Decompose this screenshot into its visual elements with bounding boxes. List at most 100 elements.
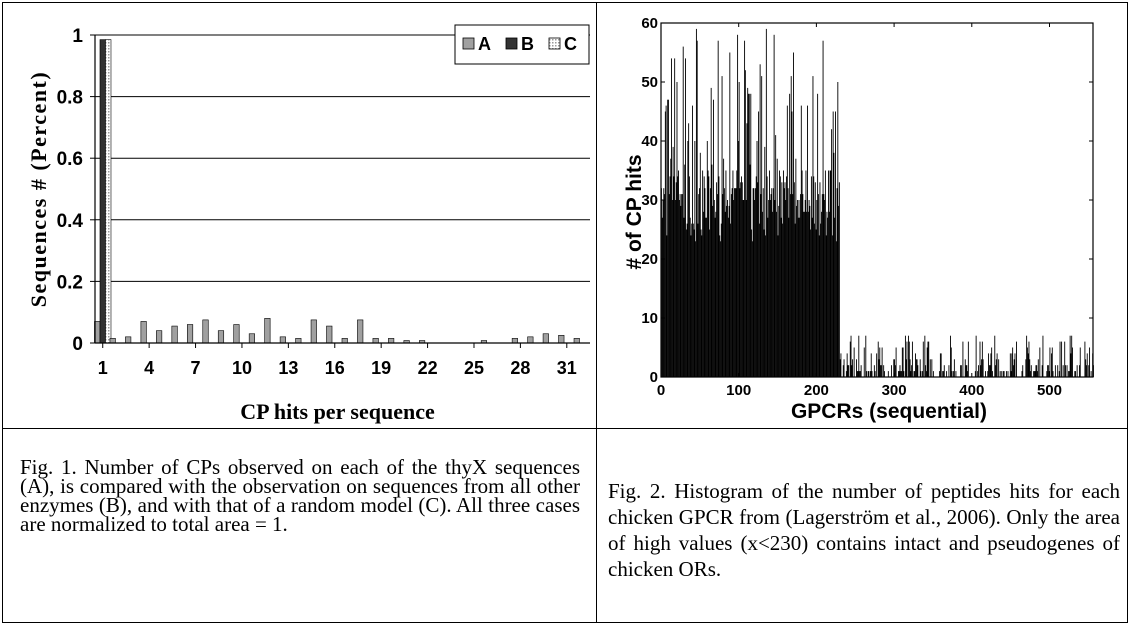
histogram-bar (728, 205, 730, 377)
histogram-bar (876, 353, 878, 377)
histogram-bar (786, 105, 788, 377)
histogram-bar (843, 359, 845, 377)
histogram-bar (995, 359, 997, 377)
histogram-bar (803, 211, 805, 377)
histogram-bar (1028, 341, 1030, 377)
histogram-bar (677, 176, 679, 377)
x-axis-title: GPCRs (sequential) (791, 400, 987, 423)
histogram-bar (761, 76, 763, 377)
x-tick-label: 7 (191, 358, 201, 378)
histogram-bar (709, 188, 711, 377)
y-axis-title: Sequences # (Percent) (26, 71, 51, 307)
histogram-bar (831, 235, 833, 377)
histogram-bar (790, 76, 792, 377)
bar-a (202, 319, 209, 344)
histogram-bar (902, 347, 904, 377)
histogram-bar (920, 371, 922, 377)
y-tick-label: 60 (641, 15, 658, 32)
histogram-bar (723, 158, 725, 377)
histogram-bar (1012, 347, 1014, 377)
histogram-bar (776, 158, 778, 377)
histogram-bar (852, 359, 854, 377)
y-tick-label: 20 (641, 251, 658, 268)
bar-a (217, 330, 225, 344)
histogram-bar (840, 353, 842, 377)
y-tick-label: 0 (72, 334, 83, 355)
legend-swatch-a (462, 37, 475, 50)
histogram-bar (911, 341, 913, 377)
histogram-bar (926, 347, 928, 377)
x-tick-label: 500 (1037, 382, 1062, 399)
histogram-bar (792, 194, 794, 377)
histogram-bar (814, 223, 815, 377)
histogram-bar (681, 194, 683, 377)
histogram-bar (994, 335, 996, 377)
histogram-bar (681, 194, 683, 377)
histogram-bar (778, 205, 780, 377)
histogram-bar (793, 182, 795, 377)
histogram-bar (664, 111, 666, 377)
histogram-bar (699, 188, 700, 377)
histogram-bar (877, 341, 879, 377)
histogram-bar (720, 223, 722, 377)
histogram-bar (845, 371, 847, 377)
histogram-bar (737, 141, 739, 377)
histogram-bar (851, 365, 853, 377)
histogram-bar (716, 182, 718, 377)
bar-a (558, 334, 565, 344)
histogram-bar (670, 158, 672, 377)
histogram-bar (685, 229, 687, 377)
histogram-bar (908, 335, 909, 377)
histogram-bar (724, 211, 726, 377)
caption-divider (2, 428, 1128, 429)
histogram-bar (927, 341, 929, 377)
histogram-bar (929, 359, 931, 377)
y-tick-label: 10 (641, 310, 658, 327)
histogram-bar (676, 82, 678, 377)
y-tick-label: 0.6 (57, 149, 83, 170)
histogram-bar (1086, 365, 1087, 377)
histogram-bar (793, 52, 794, 377)
histogram-bar (741, 176, 742, 377)
histogram-bar (694, 141, 696, 377)
histogram-bar (999, 371, 1001, 377)
bar-a (542, 333, 549, 344)
histogram-bar (704, 188, 706, 377)
histogram-bar (715, 211, 717, 377)
histogram-bar (842, 365, 844, 377)
histogram-bar (750, 93, 752, 378)
histogram-bar (701, 235, 703, 377)
histogram-bar (1021, 371, 1023, 377)
histogram-bar (988, 365, 990, 377)
histogram-bar (828, 170, 829, 377)
histogram-bar (661, 217, 663, 377)
histogram-bar (799, 217, 801, 377)
histogram-bar (808, 200, 810, 377)
histogram-bar (775, 211, 777, 377)
histogram-bar (922, 341, 924, 377)
histogram-bar (838, 205, 840, 377)
histogram-bar (839, 359, 841, 377)
histogram-bar (859, 371, 861, 377)
histogram-bar (890, 365, 892, 377)
histogram-bar (990, 353, 992, 377)
histogram-bar (849, 341, 851, 377)
histogram-bar (988, 353, 990, 377)
histogram-bar (751, 229, 753, 377)
histogram-bar (787, 188, 789, 377)
histogram-bar (901, 371, 902, 377)
histogram-bar (753, 188, 755, 377)
bar-b (99, 39, 106, 344)
histogram-bar (683, 217, 685, 377)
bar-a (341, 338, 348, 344)
histogram-bar (817, 93, 819, 378)
bar-a (372, 338, 379, 344)
histogram-bar (796, 200, 798, 377)
histogram-bar (783, 188, 785, 377)
histogram-bar (858, 335, 860, 377)
histogram-bar (811, 217, 813, 377)
histogram-bar (662, 200, 664, 377)
x-tick-label: 22 (418, 358, 438, 378)
histogram-bar (979, 341, 981, 377)
histogram-bar (821, 194, 823, 377)
